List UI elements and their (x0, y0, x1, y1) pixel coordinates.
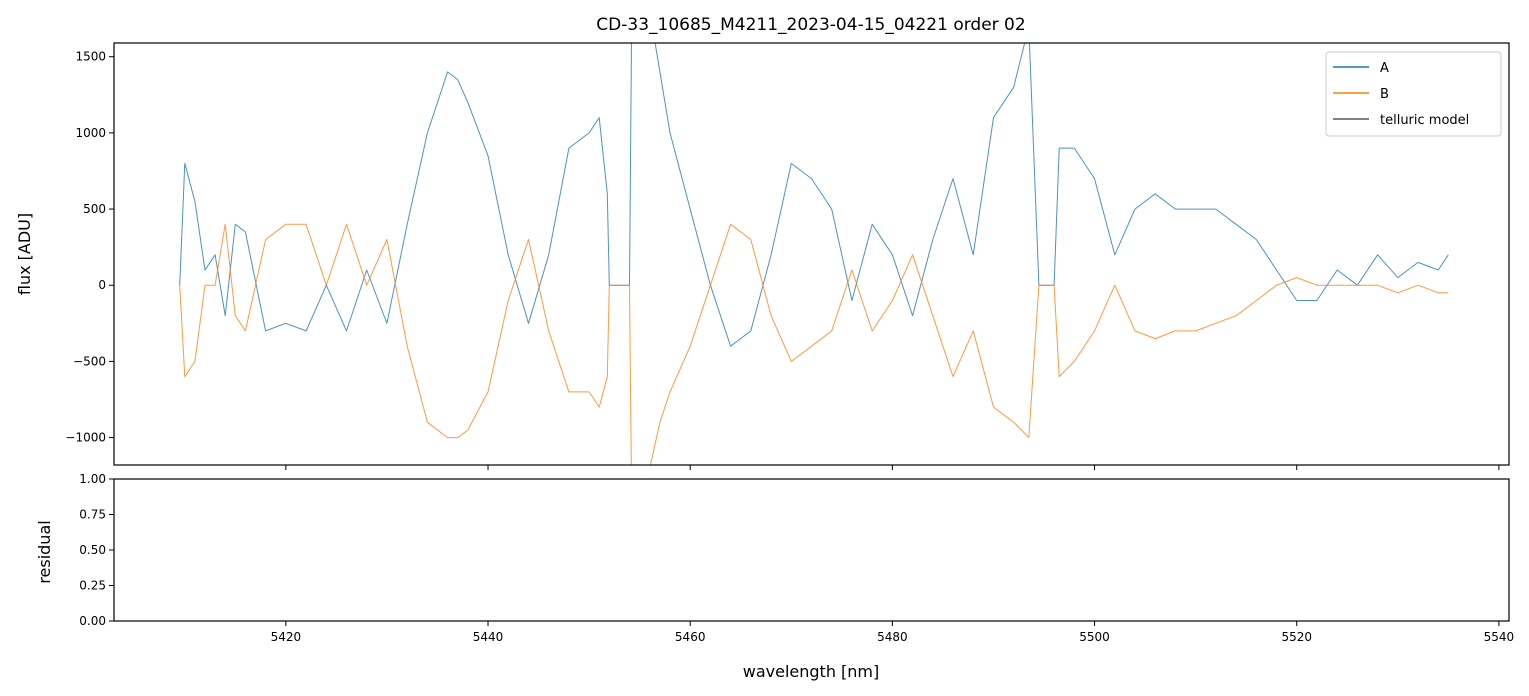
series-line-a (179, 43, 1449, 347)
residual-x-tick-label: 5440 (473, 630, 504, 644)
flux-y-tick-label: 1000 (75, 126, 106, 140)
flux-y-tick-label: 500 (83, 202, 106, 216)
residual-panel-frame (113, 478, 1510, 622)
series-line-b (179, 223, 1449, 465)
residual-y-ticks: 0.00 0.25 0.50 0.75 1.00 (79, 472, 114, 628)
flux-y-tick-label: 0 (98, 278, 106, 292)
residual-y-tick-label: 1.00 (79, 472, 106, 486)
legend-box (1325, 51, 1502, 137)
flux-y-tick-label: −500 (73, 354, 106, 368)
flux-y-ticks: −1000 −500 0 500 1000 1500 (65, 50, 114, 445)
residual-x-tick-label: 5480 (877, 630, 908, 644)
residual-x-tick-label: 5540 (1484, 630, 1515, 644)
residual-y-axis-label: residual (35, 520, 54, 583)
residual-y-tick-label: 0.00 (79, 614, 106, 628)
chart-title: CD-33_10685_M4211_2023-04-15_04221 order… (596, 15, 1025, 35)
legend-label-a: A (1380, 61, 1389, 76)
legend-label-b: B (1380, 87, 1389, 102)
residual-x-tick-label: 5460 (675, 630, 706, 644)
flux-panel-frame (113, 42, 1510, 466)
residual-y-tick-label: 0.75 (79, 508, 106, 522)
residual-x-tick-label: 5500 (1079, 630, 1110, 644)
residual-y-tick-label: 0.25 (79, 579, 106, 593)
flux-y-axis-label: flux [ADU] (15, 213, 34, 295)
flux-x-ticks (285, 465, 1500, 470)
flux-y-tick-label: −1000 (65, 431, 106, 445)
flux-series-group (179, 43, 1449, 465)
residual-x-ticks: 5420 5440 5460 5480 5500 5520 5540 (271, 621, 1515, 644)
residual-y-tick-label: 0.50 (79, 543, 106, 557)
flux-y-tick-label: 1500 (75, 50, 106, 64)
residual-panel: 0.00 0.25 0.50 0.75 1.00 5420 5440 5460 5480 550… (35, 472, 1514, 681)
legend-label-telluric: telluric model (1380, 113, 1469, 128)
flux-panel: −1000 −500 0 500 1000 1500 flux [ADU] A B tel… (15, 42, 1510, 470)
legend: A B telluric model (1325, 51, 1502, 137)
residual-x-tick-label: 5420 (271, 630, 302, 644)
residual-x-tick-label: 5520 (1281, 630, 1312, 644)
x-axis-label: wavelength [nm] (743, 662, 880, 681)
